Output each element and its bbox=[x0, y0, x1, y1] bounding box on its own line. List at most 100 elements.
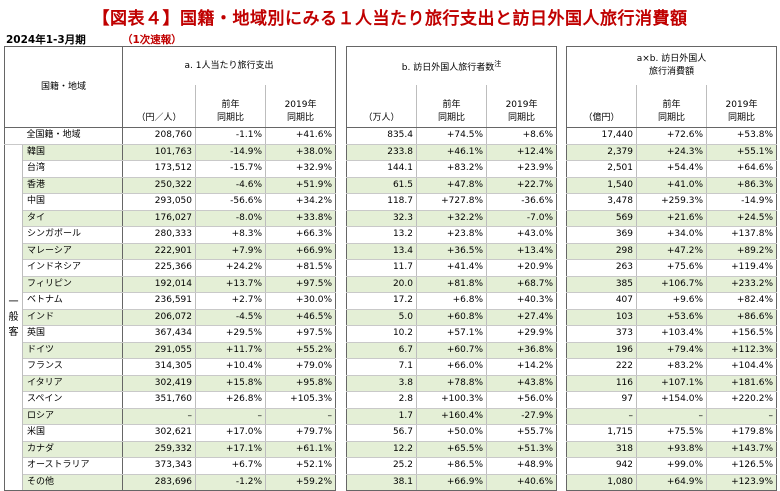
b-yoy: +66.9% bbox=[416, 474, 487, 491]
a-value: 293,050 bbox=[122, 193, 197, 211]
table-row: 97 +154.0% +220.2% bbox=[566, 391, 777, 409]
table-row: 6.7 +60.7% +36.8% bbox=[346, 342, 558, 359]
a-vs2019: +79.0% bbox=[265, 358, 337, 376]
b-vs2019: +13.4% bbox=[486, 243, 558, 260]
c-yoy: – bbox=[636, 408, 707, 425]
a-value: 259,332 bbox=[122, 441, 197, 458]
a-yoy: +6.7% bbox=[195, 457, 267, 475]
region-header: 国籍・地域 bbox=[3, 46, 124, 128]
table-row: 2,501 +54.4% +64.6% bbox=[566, 160, 777, 178]
b-header: b. 訪日外国人旅行者数注 bbox=[345, 46, 558, 85]
c-yoy: +103.4% bbox=[636, 325, 707, 343]
b-value: 13.2 bbox=[346, 226, 417, 244]
a-yoy: -56.6% bbox=[195, 193, 267, 211]
c-value: 1,715 bbox=[566, 424, 637, 442]
table-row: 11.7 +41.4% +20.9% bbox=[346, 259, 558, 277]
b-yoy: +74.5% bbox=[416, 127, 487, 145]
country-name: 台湾 bbox=[22, 160, 124, 178]
b-vs2019: +27.4% bbox=[486, 309, 558, 326]
table-row: 32.3 +32.2% -7.0% bbox=[346, 210, 558, 227]
c-value: 298 bbox=[566, 243, 637, 260]
c-yoy: +83.2% bbox=[636, 358, 707, 376]
b-vs2019: -27.9% bbox=[486, 408, 558, 425]
b-vs2019: +8.6% bbox=[486, 127, 558, 145]
c-yoy: +107.1% bbox=[636, 375, 707, 392]
c-vs2019: +53.8% bbox=[706, 127, 777, 145]
c-vs2019: +233.2% bbox=[706, 276, 777, 293]
table-row: 373 +103.4% +156.5% bbox=[566, 325, 777, 343]
c-yoy: +106.7% bbox=[636, 276, 707, 293]
a-vs2019: +81.5% bbox=[265, 259, 337, 277]
b-value: 233.8 bbox=[346, 144, 417, 161]
a-2019-header: 2019年 同期比 bbox=[265, 85, 337, 128]
b-yoy: +41.4% bbox=[416, 259, 487, 277]
b-value: 61.5 bbox=[346, 177, 417, 194]
table-row: 61.5 +47.8% +22.7% bbox=[346, 177, 558, 194]
country-name: 香港 bbox=[22, 177, 124, 194]
b-value: 12.2 bbox=[346, 441, 417, 458]
c-yoy: +24.3% bbox=[636, 144, 707, 161]
c-vs2019: +104.4% bbox=[706, 358, 777, 376]
a-value: 280,333 bbox=[122, 226, 197, 244]
a-yoy: -4.6% bbox=[195, 177, 267, 194]
table-row: 一般客 韓国 101,763 -14.9% +38.0% bbox=[4, 144, 337, 491]
a-yoy: +29.5% bbox=[195, 325, 267, 343]
b-value: 3.8 bbox=[346, 375, 417, 392]
c-value: 196 bbox=[566, 342, 637, 359]
b-yoy: +57.1% bbox=[416, 325, 487, 343]
a-yoy: -1.2% bbox=[195, 474, 267, 491]
c-yoy: +21.6% bbox=[636, 210, 707, 227]
a-vs2019: +97.5% bbox=[265, 276, 337, 293]
b-value: 32.3 bbox=[346, 210, 417, 227]
a-unit: （円／人） bbox=[122, 85, 197, 128]
b-vs2019: +55.7% bbox=[486, 424, 558, 442]
b-yoy: +86.5% bbox=[416, 457, 487, 475]
a-yoy: -4.5% bbox=[195, 309, 267, 326]
b-vs2019: +48.9% bbox=[486, 457, 558, 475]
b-value: 6.7 bbox=[346, 342, 417, 359]
c-yoy: +34.0% bbox=[636, 226, 707, 244]
table-row: 407 +9.6% +82.4% bbox=[566, 292, 777, 310]
c-vs2019: +123.9% bbox=[706, 474, 777, 491]
b-vs2019: +22.7% bbox=[486, 177, 558, 194]
table-row: 942 +99.0% +126.5% bbox=[566, 457, 777, 475]
table-row: 全国籍・地域 208,760 -1.1% +41.6% bbox=[4, 127, 337, 145]
country-name: スペイン bbox=[22, 391, 124, 409]
c-vs2019: +143.7% bbox=[706, 441, 777, 458]
c-header: a×b. 訪日外国人 旅行消費額 bbox=[566, 46, 777, 85]
b-value: 7.1 bbox=[346, 358, 417, 376]
table-row: ドイツ 291,055 +11.7% +55.2% bbox=[5, 342, 337, 359]
a-value: 208,760 bbox=[122, 127, 197, 145]
b-value: 835.4 bbox=[346, 127, 417, 145]
b-vs2019: +56.0% bbox=[486, 391, 558, 409]
a-value: 206,072 bbox=[122, 309, 197, 326]
a-vs2019: +105.3% bbox=[265, 391, 337, 409]
table-row: 英国 367,434 +29.5% +97.5% bbox=[5, 325, 337, 343]
table-row: 3,478 +259.3% -14.9% bbox=[566, 193, 777, 211]
c-value: 942 bbox=[566, 457, 637, 475]
c-vs2019: +179.8% bbox=[706, 424, 777, 442]
c-vs2019: +89.2% bbox=[706, 243, 777, 260]
table-row: 10.2 +57.1% +29.9% bbox=[346, 325, 558, 343]
b-vs2019: +20.9% bbox=[486, 259, 558, 277]
c-vs2019: +181.6% bbox=[706, 375, 777, 392]
a-yoy: -8.0% bbox=[195, 210, 267, 227]
b-value: 38.1 bbox=[346, 474, 417, 491]
country-name: 米国 bbox=[22, 424, 124, 442]
a-vs2019: +66.9% bbox=[265, 243, 337, 260]
country-name: フィリピン bbox=[22, 276, 124, 293]
b-vs2019: +29.9% bbox=[486, 325, 558, 343]
a-header: a. 1人当たり旅行支出 bbox=[122, 46, 337, 85]
b-value: 20.0 bbox=[346, 276, 417, 293]
table-row: 103 +53.6% +86.6% bbox=[566, 309, 777, 326]
b-yoy: +50.0% bbox=[416, 424, 487, 442]
c-yoy: +9.6% bbox=[636, 292, 707, 310]
b-value: 13.4 bbox=[346, 243, 417, 260]
a-value: 373,343 bbox=[122, 457, 197, 475]
c-yoy: +41.0% bbox=[636, 177, 707, 194]
a-value: 222,901 bbox=[122, 243, 197, 260]
b-yoy: +46.1% bbox=[416, 144, 487, 161]
country-name: その他 bbox=[22, 474, 124, 491]
b-value: 25.2 bbox=[346, 457, 417, 475]
table-row: 222 +83.2% +104.4% bbox=[566, 358, 777, 376]
